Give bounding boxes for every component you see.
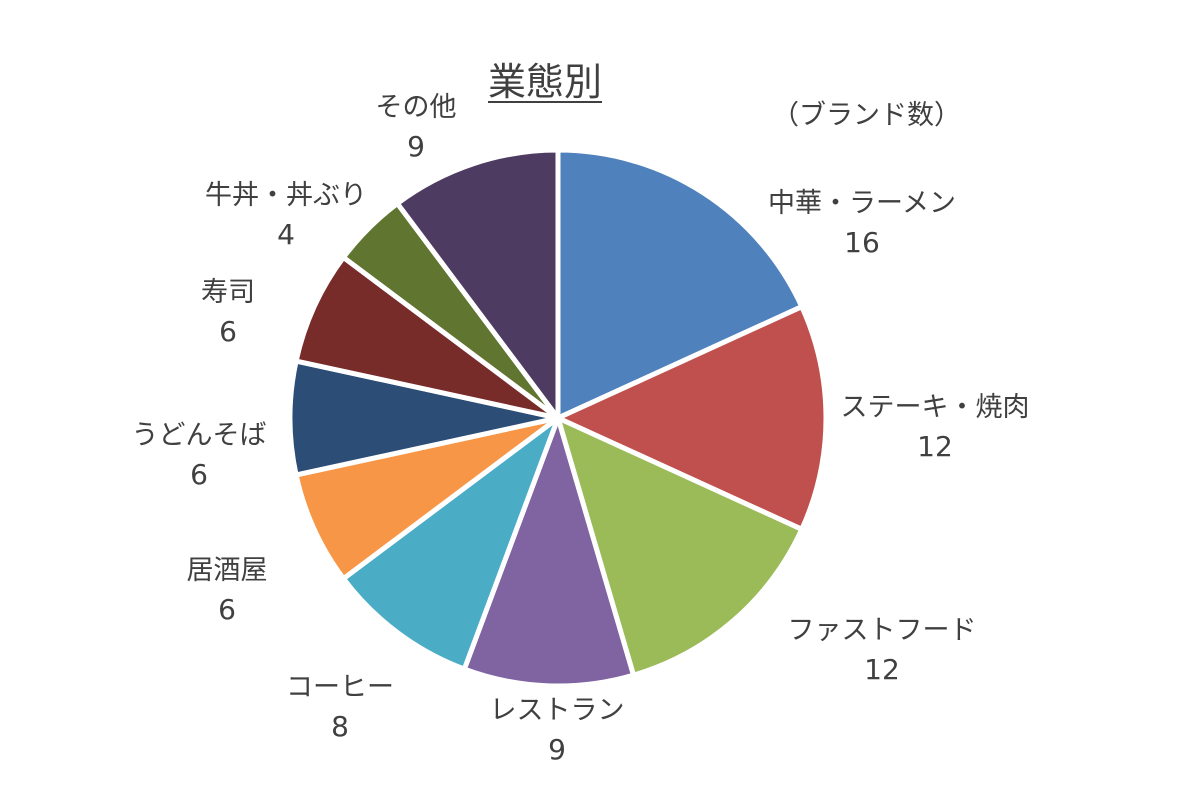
slice-category-label: その他 [376, 92, 457, 123]
unit-label: （ブランド数） [772, 100, 961, 131]
pie-slice [461, 415, 636, 689]
slice-value-label: 9 [407, 130, 425, 163]
slice-value-label: 16 [844, 226, 880, 259]
slice-value-label: 12 [917, 430, 953, 463]
pie-slice [555, 147, 805, 421]
slice-category-label: 寿司 [201, 277, 255, 308]
chart-title: 業態別 [488, 60, 603, 104]
slice-value-label: 6 [219, 315, 237, 348]
slice-category-label: コーヒー [286, 672, 394, 703]
slice-category-label: 中華・ラーメン [768, 188, 956, 219]
slice-labels: 中華・ラーメン 16 ステーキ・焼肉 12 ファストフード 12 レストラン 9 コーヒー 8 居酒… [132, 92, 1030, 766]
slice-value-label: 12 [864, 653, 900, 686]
pie-slice [340, 415, 561, 672]
slice-value-label: 9 [548, 733, 566, 766]
slice-category-label: ステーキ・焼肉 [841, 392, 1030, 423]
slice-category-label: ファストフード [788, 615, 977, 646]
slices [287, 147, 829, 689]
slice-category-label: レストラン [490, 695, 625, 726]
slice-category-label: うどんそば [132, 420, 267, 451]
slice-value-label: 8 [331, 710, 349, 743]
slice-value-label: 6 [218, 593, 236, 626]
slice-category-label: 居酒屋 [187, 555, 268, 586]
pie-slice [555, 304, 829, 532]
pie-slice [555, 415, 805, 678]
slice-value-label: 6 [190, 458, 208, 491]
slice-value-label: 4 [277, 218, 295, 251]
pie-slice [394, 147, 561, 421]
slice-category-label: 牛丼・丼ぶり [205, 180, 367, 211]
